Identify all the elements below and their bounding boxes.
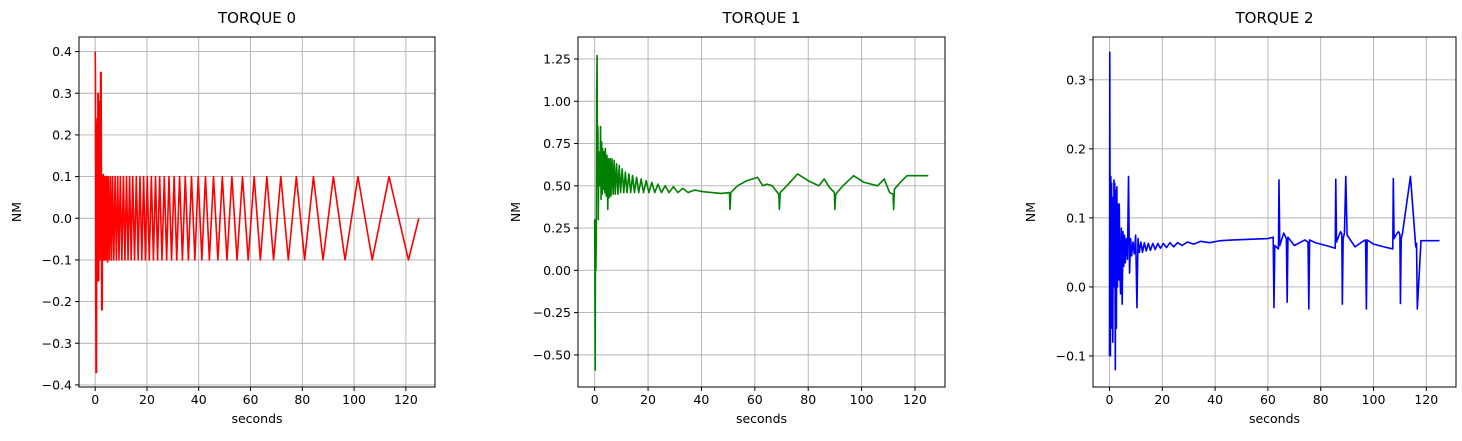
y-tick-label: 0.3 <box>52 86 72 101</box>
x-tick-label: 100 <box>1362 392 1386 407</box>
series-layer <box>1108 51 1440 371</box>
y-tick-label: 0.1 <box>1066 210 1086 225</box>
y-tick-label: 0.50 <box>543 178 571 193</box>
x-tick-label: 80 <box>1313 392 1329 407</box>
x-tick-label: 20 <box>640 392 656 407</box>
y-tick-label: 0.00 <box>543 263 571 278</box>
y-axis-label: NM <box>508 202 523 222</box>
y-tick-label: 0.0 <box>52 211 72 226</box>
x-tick-label: 60 <box>1260 392 1276 407</box>
y-tick-label: 0.75 <box>543 136 571 151</box>
chart-title: TORQUE 1 <box>722 9 801 27</box>
axes-frame <box>78 36 436 388</box>
axes-frame <box>1092 36 1457 388</box>
x-tick-label: 0 <box>91 392 99 407</box>
y-tick-label: −0.2 <box>42 294 72 309</box>
x-tick-label: 80 <box>800 392 816 407</box>
y-tick-label: −0.1 <box>1056 348 1086 363</box>
x-tick-label: 80 <box>294 392 310 407</box>
x-tick-label: 40 <box>191 392 207 407</box>
y-axis-label: NM <box>9 202 24 222</box>
x-tick-label: 60 <box>243 392 259 407</box>
chart-title: TORQUE 0 <box>217 9 296 27</box>
torque-2-panel: 0 20 40 60 80 100 120 −0.1 0.0 0.1 0.2 0.3 TORQUE 2… <box>1023 9 1457 426</box>
y-tick-label: 0.4 <box>52 44 72 59</box>
y-tick-label: 0.2 <box>1066 141 1086 156</box>
torque-1-panel: 0 20 40 60 80 100 120 −0.50 −0.25 0.00 0.25 0.50 0.7… <box>508 9 946 426</box>
chart-title: TORQUE 2 <box>1235 9 1314 27</box>
series-line <box>593 54 929 371</box>
y-tick-label: −0.50 <box>533 347 571 362</box>
y-tick-label: −0.25 <box>533 305 571 320</box>
y-tick-label: −0.1 <box>42 252 72 267</box>
axes-frame <box>577 36 946 388</box>
y-tick-label: −0.3 <box>42 336 72 351</box>
y-tick-label: 0.25 <box>543 221 571 236</box>
x-tick-label: 0 <box>1106 392 1114 407</box>
y-tick-label: 1.25 <box>543 51 571 66</box>
torque-0-panel: 0 20 40 60 80 100 120 −0.4 −0.3 −0.2 −0.1 0.0 0.1 0.2… <box>9 9 436 426</box>
y-tick-label: 1.00 <box>543 94 571 109</box>
series-layer <box>94 51 420 374</box>
y-tick-label: 0.1 <box>52 169 72 184</box>
x-tick-label: 20 <box>1154 392 1170 407</box>
x-tick-label: 40 <box>693 392 709 407</box>
tick-layer: 0 20 40 60 80 100 120 −0.4 −0.3 −0.2 −0.1 0.0 0.1 0.2… <box>42 44 418 407</box>
tick-layer: 0 20 40 60 80 100 120 −0.50 −0.25 0.00 0.25 0.50 0.7… <box>533 51 927 407</box>
x-axis-label: seconds <box>231 411 282 426</box>
y-tick-label: 0.0 <box>1066 279 1086 294</box>
x-tick-label: 120 <box>394 392 418 407</box>
x-tick-label: 100 <box>850 392 874 407</box>
y-tick-label: 0.3 <box>1066 72 1086 87</box>
x-tick-label: 20 <box>139 392 155 407</box>
y-tick-label: −0.4 <box>42 377 72 392</box>
x-tick-label: 100 <box>342 392 366 407</box>
x-tick-label: 120 <box>903 392 927 407</box>
series-layer <box>593 54 929 371</box>
y-axis-label: NM <box>1023 202 1038 222</box>
x-tick-label: 40 <box>1207 392 1223 407</box>
y-tick-label: 0.2 <box>52 127 72 142</box>
tick-layer: 0 20 40 60 80 100 120 −0.1 0.0 0.1 0.2 0.3 <box>1056 72 1439 407</box>
x-tick-label: 60 <box>747 392 763 407</box>
x-axis-label: seconds <box>1249 411 1300 426</box>
series-line <box>94 51 420 374</box>
grid <box>578 37 945 387</box>
series-line <box>1108 51 1440 371</box>
x-axis-label: seconds <box>736 411 787 426</box>
grid <box>1093 37 1456 387</box>
x-tick-label: 120 <box>1414 392 1438 407</box>
x-tick-label: 0 <box>591 392 599 407</box>
